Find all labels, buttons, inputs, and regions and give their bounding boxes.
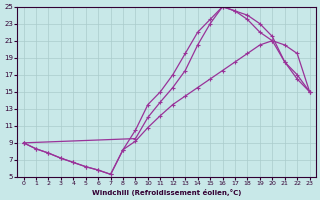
X-axis label: Windchill (Refroidissement éolien,°C): Windchill (Refroidissement éolien,°C) [92,189,241,196]
